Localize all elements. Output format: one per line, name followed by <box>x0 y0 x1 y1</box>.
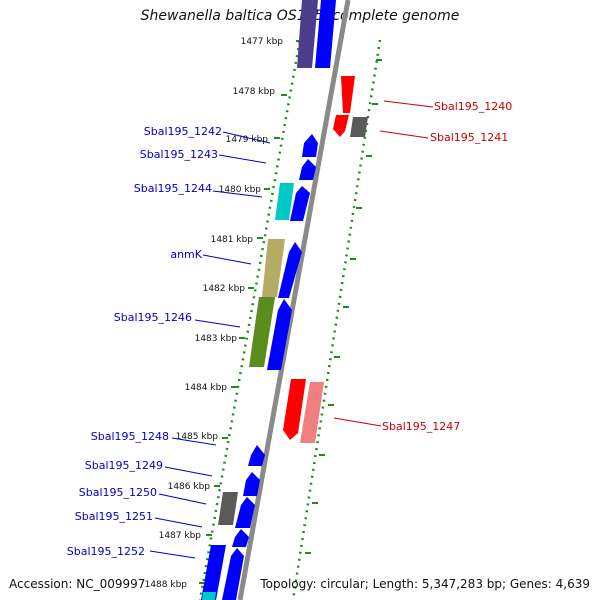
gene-label[interactable]: Sbal195_1249 <box>85 459 163 472</box>
backbone <box>237 0 351 600</box>
gene-feature-red[interactable] <box>333 115 349 137</box>
gene-label[interactable]: Sbal195_1246 <box>114 311 192 324</box>
gene-label[interactable]: Sbal195_1250 <box>79 486 157 499</box>
gene-feature-gray[interactable] <box>350 117 368 137</box>
gene-feature-blue[interactable] <box>299 159 316 180</box>
accession-label: Accession: NC_009997 <box>9 577 146 591</box>
gene-label[interactable]: Sbal195_1244 <box>134 182 212 195</box>
gene-feature-blue[interactable] <box>267 299 292 370</box>
gene-feature-blue[interactable] <box>243 472 260 496</box>
gene-feature-red[interactable] <box>283 379 306 440</box>
gene-label[interactable]: Sbal195_1252 <box>67 545 145 558</box>
gene-label[interactable]: anmK <box>170 248 202 261</box>
gene-feature-red[interactable] <box>341 76 355 113</box>
gene-feature-khaki[interactable] <box>262 239 285 297</box>
gene-label[interactable]: Sbal195_1242 <box>144 125 222 138</box>
scale-label: 1477 kbp <box>241 37 284 47</box>
reverse-strand-genes <box>283 76 368 443</box>
scale-label: 1487 kbp <box>159 531 202 541</box>
scale-label: 1480 kbp <box>219 185 262 195</box>
gene-feature-blue[interactable] <box>315 0 336 68</box>
left-label-leaders <box>149 131 271 559</box>
right-track-ticks <box>305 59 382 554</box>
scale-label: 1483 kbp <box>195 334 238 344</box>
scale-label: 1481 kbp <box>211 235 254 245</box>
scale-label: 1488 kbp <box>145 580 188 590</box>
gene-label[interactable]: Sbal195_1241 <box>430 131 508 144</box>
gene-feature-blue[interactable] <box>290 186 310 221</box>
gene-feature-purple[interactable] <box>297 0 318 68</box>
scale-label: 1486 kbp <box>168 482 211 492</box>
gene-feature-cyan[interactable] <box>202 592 216 600</box>
right-label-leaders <box>333 100 434 427</box>
scale-label: 1484 kbp <box>185 383 228 393</box>
gene-label[interactable]: Sbal195_1251 <box>75 510 153 523</box>
gene-feature-cyan[interactable] <box>275 183 294 220</box>
gene-feature-blue[interactable] <box>232 529 249 547</box>
gene-feature-gray[interactable] <box>218 492 238 525</box>
scale-label: 1482 kbp <box>203 284 246 294</box>
gene-label[interactable]: Sbal195_1240 <box>434 100 512 113</box>
gene-label[interactable]: Sbal195_1247 <box>382 420 460 433</box>
gene-label[interactable]: Sbal195_1248 <box>91 430 169 443</box>
scale-label: 1485 kbp <box>176 432 219 442</box>
gene-feature-blue[interactable] <box>222 548 244 600</box>
gene-feature-blue[interactable] <box>248 445 265 466</box>
gene-feature-pink[interactable] <box>300 382 324 443</box>
forward-strand-genes <box>201 0 336 600</box>
scale-label: 1479 kbp <box>226 135 269 145</box>
gene-feature-blue[interactable] <box>278 242 302 298</box>
gene-feature-blue[interactable] <box>201 545 226 600</box>
left-track-ticks <box>199 40 302 584</box>
scale-label: 1478 kbp <box>233 87 276 97</box>
topology-label: Topology: circular; Length: 5,347,283 bp… <box>260 577 590 591</box>
gene-feature-blue[interactable] <box>302 134 318 157</box>
gene-label[interactable]: Sbal195_1243 <box>140 148 218 161</box>
map-title: Shewanella baltica OS195, complete genom… <box>140 8 460 24</box>
gene-feature-olive[interactable] <box>249 297 275 367</box>
gene-feature-blue[interactable] <box>235 497 255 528</box>
